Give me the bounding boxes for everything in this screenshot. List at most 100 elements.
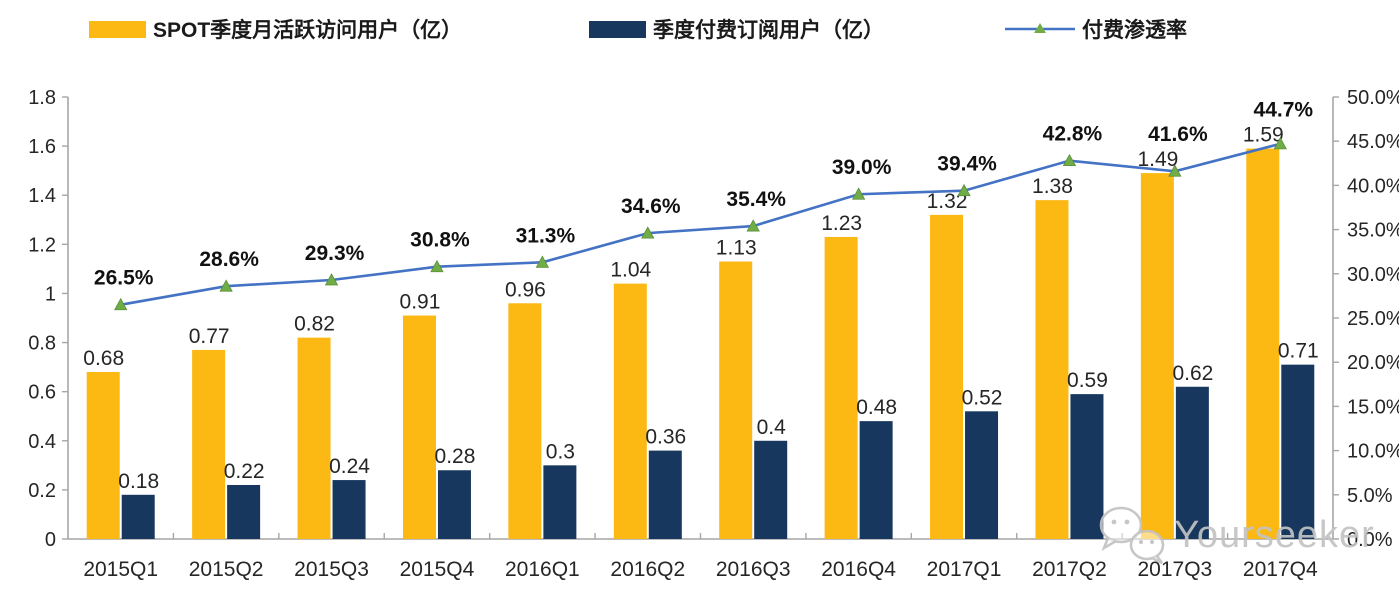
x-axis-category-label: 2015Q4 [400, 558, 475, 581]
legend-item-mau: SPOT季度月活跃访问用户（亿） [89, 14, 462, 44]
penetration-value-label: 41.6% [1148, 123, 1208, 146]
bar-mau [402, 315, 436, 539]
left-axis-tick-label: 0.2 [28, 480, 56, 502]
left-axis-tick-label: 0.6 [28, 382, 56, 404]
bar-mau [613, 283, 647, 539]
bar-subs [121, 494, 155, 539]
left-axis-tick-label: 1.8 [28, 87, 56, 109]
bar-mau-value-label: 1.04 [610, 259, 651, 282]
x-axis-category-label: 2016Q3 [716, 558, 791, 581]
x-axis-category-label: 2017Q1 [927, 558, 1002, 581]
bar-mau-value-label: 0.91 [400, 291, 441, 314]
penetration-line [120, 142, 1281, 307]
penetration-marker [430, 259, 444, 273]
x-axis-category-label: 2015Q2 [189, 558, 264, 581]
left-axis-tick-label: 1.2 [28, 234, 56, 256]
right-axis-tick-label: 15.0% [1347, 396, 1399, 418]
right-axis-tick-label: 40.0% [1347, 175, 1399, 197]
left-axis-tick-label: 0 [45, 529, 56, 551]
bar-subs [859, 421, 893, 539]
bar-subs-value-label: 0.22 [224, 460, 265, 483]
bar-mau-value-label: 0.77 [189, 325, 230, 348]
bar-mau-value-label: 1.59 [1243, 124, 1284, 147]
penetration-marker [641, 226, 655, 239]
x-axis-category-label: 2015Q3 [294, 558, 369, 581]
bar-mau-value-label: 1.23 [821, 212, 862, 235]
bar-subs-value-label: 0.36 [645, 426, 686, 449]
right-axis-tick-label: 5.0% [1347, 485, 1393, 507]
right-axis-tick-label: 0.0% [1347, 529, 1393, 551]
bar-subs [543, 465, 577, 539]
bar-subs [332, 480, 366, 539]
bar-subs-value-label: 0.3 [546, 440, 575, 463]
bar-mau [297, 337, 331, 539]
x-axis-category-label: 2017Q3 [1138, 558, 1213, 581]
mau-legend-swatch [89, 20, 146, 38]
bar-mau-value-label: 0.82 [294, 313, 335, 336]
bar-subs [965, 411, 999, 539]
x-axis-category-label: 2016Q2 [610, 558, 685, 581]
bar-mau [824, 236, 858, 539]
penetration-marker [1062, 153, 1077, 167]
legend: SPOT季度月活跃访问用户（亿） 季度付费订阅用户（亿） 付费渗透率 [0, 14, 1399, 50]
bar-subs [1281, 364, 1315, 539]
right-axis-tick-label: 10.0% [1347, 441, 1399, 463]
penetration-marker [219, 279, 233, 292]
bar-mau-value-label: 1.13 [716, 237, 757, 260]
bar-subs-value-label: 0.4 [757, 416, 787, 439]
mau-legend-label: SPOT季度月活跃访问用户（亿） [153, 19, 463, 42]
x-axis-category-label: 2015Q1 [83, 558, 158, 581]
right-axis-tick-label: 20.0% [1347, 352, 1399, 374]
penetration-value-label: 35.4% [726, 188, 786, 211]
penetration-marker [1168, 164, 1182, 177]
bar-subs-value-label: 0.48 [856, 396, 897, 419]
bar-subs [648, 450, 682, 539]
bar-mau-value-label: 1.49 [1137, 148, 1178, 171]
penetration-value-label: 31.3% [516, 224, 576, 247]
penetration-marker [851, 187, 866, 200]
x-axis-category-label: 2017Q2 [1032, 558, 1107, 581]
bar-subs-value-label: 0.62 [1172, 362, 1213, 385]
penetration-value-label: 29.3% [305, 242, 365, 265]
bar-subs-value-label: 0.71 [1278, 340, 1319, 363]
penetration-value-label: 42.8% [1043, 123, 1103, 146]
left-axis-tick-label: 1.6 [28, 136, 56, 158]
bar-mau [930, 214, 964, 539]
bar-mau [719, 261, 753, 539]
bar-mau-value-label: 0.96 [505, 278, 546, 301]
penetration-marker [114, 297, 128, 311]
bar-subs-value-label: 0.59 [1067, 369, 1108, 392]
penetration-marker [1273, 137, 1287, 150]
bar-mau [1246, 148, 1280, 540]
bar-subs [754, 440, 788, 539]
penetration-value-label: 34.6% [621, 195, 681, 218]
right-axis-tick-label: 25.0% [1347, 308, 1399, 330]
x-axis-category-label: 2016Q1 [505, 558, 580, 581]
x-axis-category-label: 2016Q4 [821, 558, 896, 581]
bar-subs-value-label: 0.52 [962, 386, 1003, 409]
penetration-marker [324, 273, 339, 286]
bar-mau [1140, 173, 1174, 539]
legend-item-subs: 季度付费订阅用户（亿） [589, 14, 884, 44]
penetration-line-legend-marker [1005, 20, 1075, 38]
bar-mau [1035, 200, 1069, 539]
penetration-value-label: 30.8% [410, 229, 470, 252]
right-axis-tick-label: 45.0% [1347, 131, 1399, 153]
left-axis-tick-label: 1 [45, 283, 56, 305]
legend-item-penetration: 付费渗透率 [1005, 14, 1187, 44]
penetration-legend-label: 付费渗透率 [1082, 19, 1187, 42]
bar-subs-value-label: 0.28 [435, 445, 476, 468]
bar-mau-value-label: 1.32 [927, 190, 968, 213]
bar-subs [437, 470, 471, 539]
right-axis-tick-label: 30.0% [1347, 264, 1399, 286]
subs-legend-label: 季度付费订阅用户（亿） [653, 19, 884, 42]
bar-subs-value-label: 0.18 [118, 470, 159, 493]
left-axis-tick-label: 0.4 [28, 431, 56, 453]
penetration-marker [746, 219, 760, 232]
bar-mau [508, 303, 542, 539]
subs-legend-swatch [589, 20, 646, 38]
x-axis-category-label: 2017Q4 [1243, 558, 1318, 581]
bar-subs-value-label: 0.24 [329, 455, 370, 478]
bar-mau [192, 349, 226, 539]
